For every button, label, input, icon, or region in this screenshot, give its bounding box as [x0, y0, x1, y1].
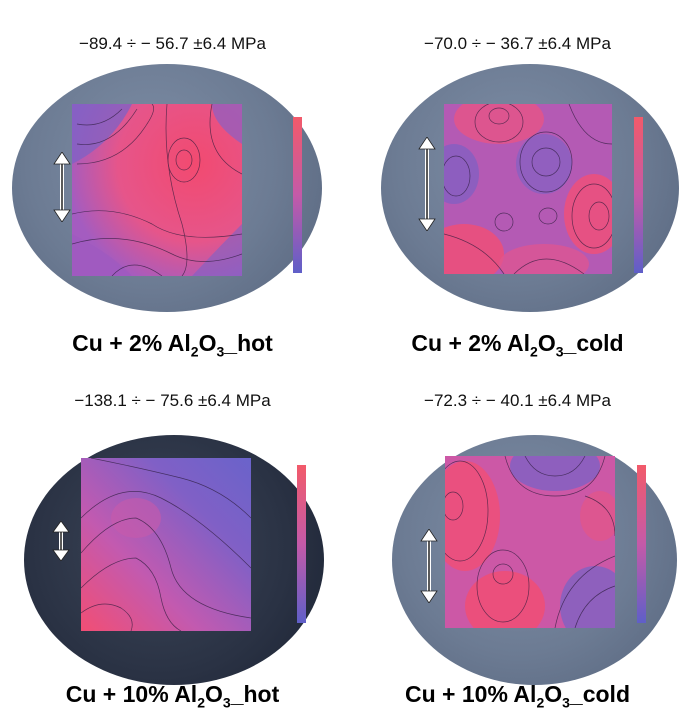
sample-caption: Cu + 2% Al2O3_cold: [411, 330, 624, 360]
stress-range-label: −89.4 ÷ − 56.7 ±6.4 MPa: [79, 34, 266, 53]
double-arrow-icon: [420, 529, 438, 603]
stress-contour-map: [72, 104, 242, 276]
color-scale-bar: [293, 117, 302, 273]
stress-contour-map: [81, 458, 251, 631]
stress-range-label: −72.3 ÷ − 40.1 ±6.4 MPa: [424, 391, 611, 410]
sample-caption: Cu + 2% Al2O3_hot: [72, 330, 273, 360]
panel-10pct-cold: −72.3 ÷ − 40.1 ±6.4 MPa Cu + 10% Al2O3_c…: [345, 357, 690, 714]
stress-range-label: −138.1 ÷ − 75.6 ±6.4 MPa: [74, 391, 271, 410]
sample-caption: Cu + 10% Al2O3_cold: [404, 681, 630, 711]
double-arrow-icon: [418, 137, 436, 231]
sample-caption: Cu + 10% Al2O3_hot: [65, 681, 280, 711]
double-arrow-icon: [53, 152, 71, 222]
stress-contour-map: [444, 104, 612, 274]
stress-range-label: −70.0 ÷ − 36.7 ±6.4 MPa: [424, 34, 611, 53]
panel-2pct-hot: −89.4 ÷ − 56.7 ±6.4 MPa: [0, 0, 345, 360]
color-scale-bar: [637, 465, 646, 623]
color-scale-bar: [634, 117, 643, 273]
panel-10pct-hot: −138.1 ÷ − 75.6 ±6.4 MPa Cu + 10%: [0, 357, 345, 714]
color-scale-bar: [297, 465, 306, 623]
double-arrow-icon: [52, 521, 70, 561]
panel-2pct-cold: −70.0 ÷ − 36.7 ±6.4 MPa: [345, 0, 690, 360]
stress-contour-map: [445, 456, 615, 628]
